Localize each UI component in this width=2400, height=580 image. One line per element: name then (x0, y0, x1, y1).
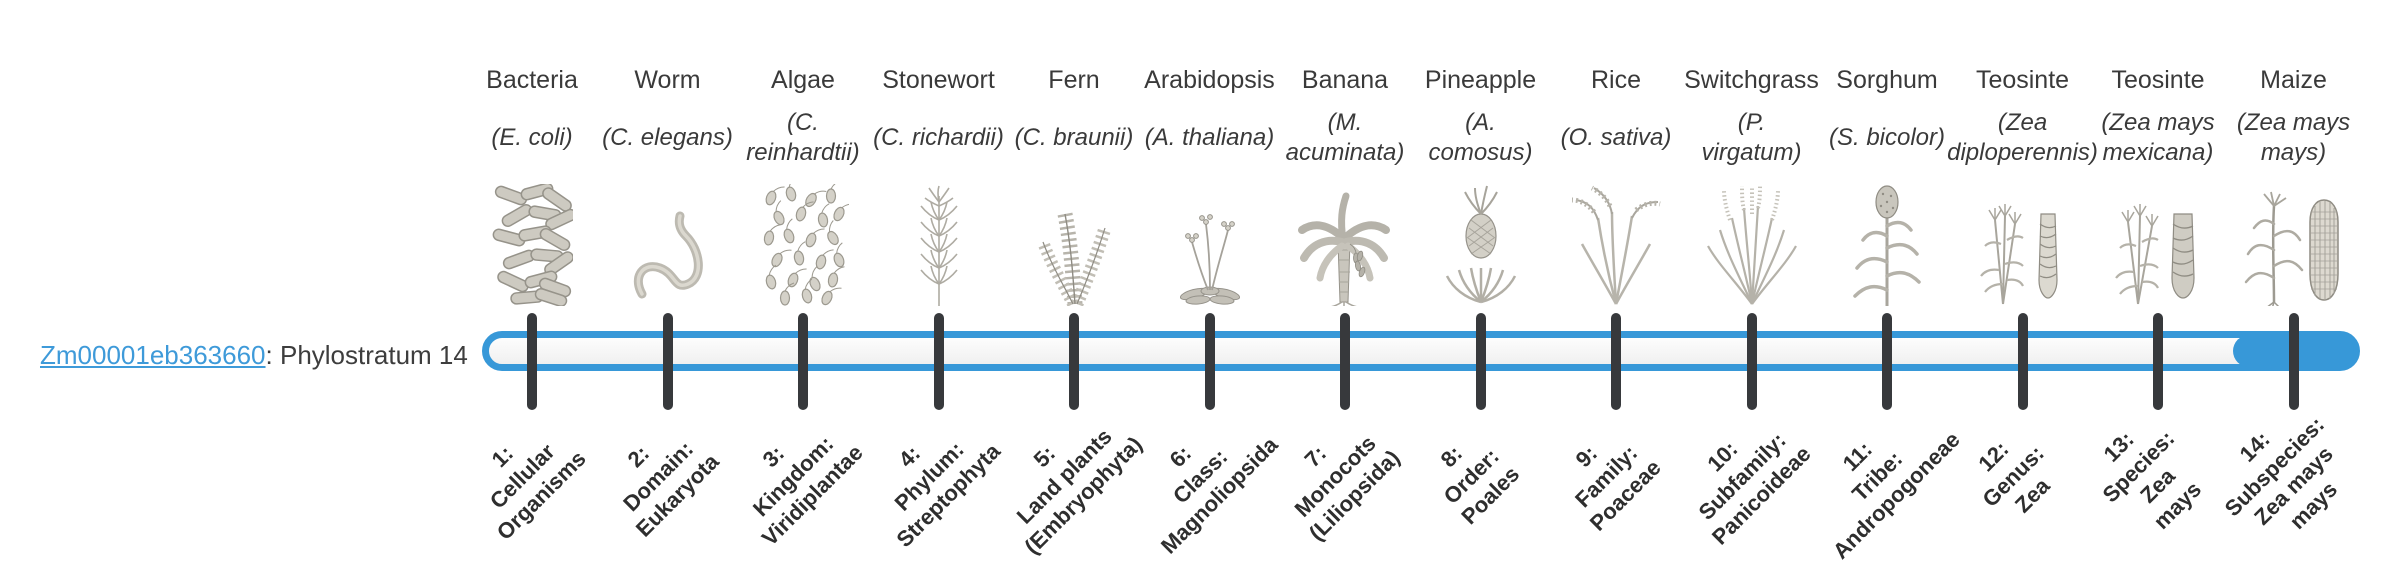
algae-icon (757, 184, 849, 306)
stratum-label: 11: Tribe: Andropogoneae (1827, 426, 1965, 564)
taxon-column: Bacteria (E. coli) 1: Cellular Organisms (457, 0, 607, 580)
taxon-column: Teosinte (Zea diploperennis) 12: Genus: … (1947, 0, 2098, 580)
taxon-latin-name: (P. virgatum) (1701, 109, 1802, 166)
taxon-common-name: Maize (2260, 66, 2327, 94)
stratum-tick (2017, 313, 2028, 410)
phylostratum-bar-track (482, 331, 2360, 371)
taxon-latin-name: (C. reinhardtii) (746, 109, 860, 166)
taxon-common-name: Stonewort (882, 66, 995, 94)
taxon-column: Worm (C. elegans) 2: Domain: Eukaryota (593, 0, 743, 580)
taxon-latin-name: (O. sativa) (1560, 124, 1672, 151)
taxon-column: Switchgrass (P. virgatum) 10: Subfamily:… (1677, 0, 1827, 580)
taxon-latin-name: (C. braunii) (1014, 124, 1134, 151)
taxon-column: Pineapple (A. comosus) 8: Order: Poales (1406, 0, 1556, 580)
taxon-column: Arabidopsis (A. thaliana) 6: Class: Magn… (1135, 0, 1285, 580)
taxon-column: Fern (C. braunii) 5: Land plants (Embryo… (999, 0, 1149, 580)
stratum-tick (2153, 313, 2163, 410)
taxon-latin-name: (S. bicolor) (1828, 124, 1946, 151)
stratum-label: 5: Land plants (Embryophyta) (1011, 423, 1147, 559)
stratum-tick (1340, 313, 1350, 410)
stratum-tick (1611, 313, 1621, 410)
taxon-column: Maize (Zea mays mays) 14: Subspecies: Ze… (2219, 0, 2369, 580)
taxon-common-name: Teosinte (2111, 66, 2205, 94)
taxon-common-name: Teosinte (1975, 66, 2070, 94)
arabidopsis-icon (1170, 190, 1250, 306)
stratum-tick (662, 313, 673, 410)
stratum-tick (1746, 313, 1757, 410)
taxon-latin-name: (M. acuminata) (1285, 109, 1405, 166)
stratum-tick (1069, 313, 1079, 410)
taxon-column: Teosinte (Zea mays mexicana) 13: Species… (2083, 0, 2233, 580)
stratum-label: 2: Domain: Eukaryota (617, 435, 724, 542)
taxon-latin-name: (Zea mays mexicana) (2101, 109, 2215, 166)
stratum-label: 6: Class: Magnoliopsida (1155, 431, 1283, 559)
stonewort-icon (899, 180, 979, 306)
fern-icon (1029, 184, 1119, 306)
sorghum-icon (1843, 180, 1931, 306)
taxon-common-name: Sorghum (1836, 66, 1938, 94)
bacteria-icon (491, 184, 573, 306)
taxon-common-name: Banana (1301, 66, 1389, 94)
switchgrass-icon (1700, 178, 1804, 306)
banana-icon (1290, 180, 1400, 306)
taxon-latin-name: (C. elegans) (602, 124, 733, 151)
rice-icon (1564, 178, 1668, 306)
stratum-label: 9: Family: Poaceae (1569, 439, 1666, 536)
stratum-tick (1882, 313, 1892, 410)
taxon-latin-name: (Zea mays mays) (2236, 109, 2351, 166)
stratum-label: 14: Subspecies: Zea mays mays (2218, 411, 2342, 534)
taxon-common-name: Rice (1590, 66, 1641, 94)
taxon-common-name: Fern (1048, 66, 1100, 94)
taxon-common-name: Bacteria (486, 66, 578, 94)
taxon-latin-name: (A. thaliana) (1144, 124, 1275, 151)
taxon-column: Algae (C. reinhardtii) 3: Kingdom: Virid… (728, 0, 878, 580)
taxon-latin-name: (Zea diploperennis) (1947, 109, 2098, 166)
stratum-tick (1204, 313, 1215, 410)
gene-id-link[interactable]: Zm00001eb363660 (40, 340, 266, 370)
stratum-label: 1: Cellular Organisms (484, 438, 591, 545)
taxon-common-name: Algae (771, 66, 835, 94)
stratum-label: 7: Monocots (Liliopsida) (1289, 430, 1405, 546)
stratum-tick (798, 313, 808, 410)
stratum-label: 3: Kingdom: Viridiplantae (747, 430, 868, 551)
taxon-latin-name: (E. coli) (491, 124, 573, 151)
taxon-common-name: Switchgrass (1684, 66, 1819, 94)
stratum-label: 10: Subfamily: Panicoideae (1692, 427, 1816, 550)
stratum-label: 13: Species: Zea mays (2097, 425, 2206, 534)
stratum-label: 8: Order: Poales (1435, 440, 1524, 530)
gene-phylostratum-text: : Phylostratum 14 (265, 340, 468, 370)
taxon-column: Rice (O. sativa) 9: Family: Poaceae (1541, 0, 1691, 580)
taxon-column: Sorghum (S. bicolor) 11: Tribe: Andropog… (1812, 0, 1965, 580)
taxon-latin-name: (A. comosus) (1428, 109, 1533, 166)
stratum-tick (527, 313, 537, 410)
taxon-common-name: Worm (634, 66, 701, 94)
worm-icon (628, 206, 708, 306)
stratum-label: 12: Genus: Zea (1972, 436, 2055, 518)
maize-icon (2238, 178, 2350, 306)
pineapple-icon (1441, 180, 1521, 306)
stratum-tick (2288, 313, 2299, 410)
stratum-tick (1475, 313, 1486, 410)
teosinte-mexicana-icon (2104, 180, 2212, 306)
taxon-common-name: Pineapple (1424, 66, 1537, 94)
gene-label-row: Zm00001eb363660: Phylostratum 14 (40, 340, 468, 371)
teosinte-diploperennis-icon (1969, 180, 2077, 306)
taxon-column: Banana (M. acuminata) 7: Monocots (Lilio… (1270, 0, 1420, 580)
taxon-column: Stonewort (C. richardii) 4: Phylum: Stre… (864, 0, 1014, 580)
taxon-common-name: Arabidopsis (1144, 66, 1275, 94)
taxon-latin-name: (C. richardii) (873, 124, 1004, 151)
stratum-label: 4: Phylum: Streptophyta (888, 436, 1005, 553)
stratum-tick (933, 313, 944, 410)
